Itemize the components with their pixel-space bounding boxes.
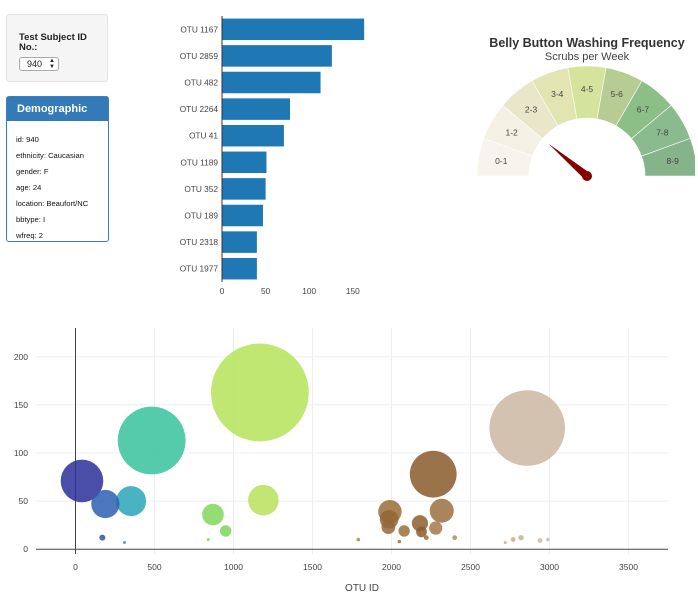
bubble-point [397,539,402,544]
bubble-point [429,521,443,535]
demo-row-id: id: 940 [16,135,39,144]
bar-category-label: OTU 2264 [180,104,219,114]
demo-row-age: age: 24 [16,183,42,192]
bar-otu-482 [222,71,321,94]
bar-otu-2318 [222,231,257,253]
gauge-segment-label: 6-7 [637,104,650,114]
bubble-point [537,538,543,543]
demo-row-gender: gender: F [16,167,49,176]
bubble-point [416,526,427,538]
bar-category-label: OTU 1167 [180,24,218,34]
bar-otu-1977 [222,257,257,280]
demo-row-wfreq: wfreq: 2 [16,231,44,240]
bubble-point [423,535,429,541]
bubble-y-tick-label: 150 [14,400,28,410]
gauge-segment-label: 7-8 [656,128,669,138]
bubble-x-tick-label: 2000 [382,562,401,572]
top-otu-bar-chart: OTU 1167 OTU 2859 OTU 482 OTU 2264 OTU 41 OTU… [180,16,365,296]
bubble-point [503,540,507,544]
gauge-needle [548,143,590,180]
bubble-point [116,486,147,517]
bubble-point [122,540,126,544]
bar-category-label: OTU 482 [184,78,218,88]
bubble-point [510,537,516,542]
bubble-point [99,534,106,541]
bubble-y-tick-label: 0 [23,544,28,554]
bubble-point [91,489,120,519]
wash-frequency-gauge: Belly Button Washing Frequency Scrubs pe… [476,36,695,181]
bar-category-label: OTU 2859 [180,51,219,61]
bar-x-tick-label: 150 [346,286,360,296]
bubble-point [546,537,550,542]
bubble-x-tick-label: 3500 [619,562,638,572]
subject-selector-label: Test Subject ID No.: [19,32,87,53]
bubble-point [60,459,104,503]
bubble-x-tick-label: 0 [73,562,78,572]
demographic-info-panel: Demographic Info id: 940 ethnicity: Cauc… [6,96,109,242]
bubble-point [452,535,458,541]
subject-id-select[interactable]: 940 ▲ ▼ [19,57,59,71]
bar-category-label: OTU 189 [184,211,218,221]
bar-otu-2264 [222,98,291,120]
bar-otu-1189 [222,151,267,174]
bar-x-tick-label: 100 [302,286,316,296]
gauge-needle-hub [582,171,592,181]
demo-row-bbtype: bbtype: I [16,215,46,224]
bubble-y-tick-label: 200 [14,352,28,362]
bubble-point [248,484,279,516]
bubble-x-tick-label: 2500 [461,562,480,572]
subject-id-value: 940 [27,59,43,69]
bar-otu-2859 [222,45,332,67]
bubble-y-tick-label: 50 [19,496,29,506]
gauge-title: Belly Button Washing Frequency [489,36,684,50]
bar-otu-352 [222,178,266,200]
bar-category-label: OTU 1977 [180,264,219,274]
bubble-point [206,538,210,542]
gauge-segment [641,137,695,177]
demo-row-ethnicity: ethnicity: Caucasian [16,151,84,160]
bubble-point [202,503,224,526]
bar-otu-189 [222,204,263,227]
bubble-point [210,343,309,442]
bar-category-label: OTU 1189 [180,157,218,167]
gauge-segment-label: 4-5 [581,84,594,94]
bubble-point [489,390,566,466]
subject-selector-panel: Test Subject ID No.: 940 ▲ ▼ [6,14,108,82]
demographic-info-title: Demographic Info [7,97,108,139]
gauge-subtitle: Scrubs per Week [545,51,630,63]
bubble-point [429,498,454,523]
bubble-point [409,450,457,498]
gauge-segment-label: 3-4 [551,89,564,99]
bubble-xaxis-title: OTU ID [345,583,379,594]
bar-x-tick-label: 0 [220,286,225,296]
bar-category-label: OTU 2318 [180,237,219,247]
otu-bubble-chart: 0 500 1000 1500 2000 2500 3000 3500 0 50 100 150 200… [14,328,668,594]
bubble-point [518,534,524,541]
stepper-arrows-icon: ▲ ▼ [49,58,55,70]
gauge-segment-label: 5-6 [611,89,624,99]
gauge-segment-label: 8-9 [667,156,680,166]
bubble-x-tick-label: 500 [147,562,161,572]
bar-x-tick-label: 50 [261,286,271,296]
bar-category-label: OTU 41 [189,131,218,141]
bubble-point [381,520,396,534]
gauge-segment-label: 2-3 [525,104,538,114]
bar-otu-1167 [222,18,365,41]
bubble-x-tick-label: 1500 [303,562,322,572]
bubble-point [356,537,361,542]
bar-otu-41 [222,124,284,147]
bubble-point [398,525,410,537]
bubble-x-tick-label: 3000 [540,562,559,572]
bubble-y-tick-label: 100 [14,448,28,458]
bubble-point [219,525,232,537]
bubble-x-tick-label: 1000 [224,562,243,572]
gauge-segment-label: 0-1 [495,156,508,166]
demo-row-location: location: Beaufort/NC [16,199,89,208]
gauge-segment-label: 1-2 [506,128,519,138]
bar-category-label: OTU 352 [184,184,218,194]
bubble-point [117,406,186,475]
